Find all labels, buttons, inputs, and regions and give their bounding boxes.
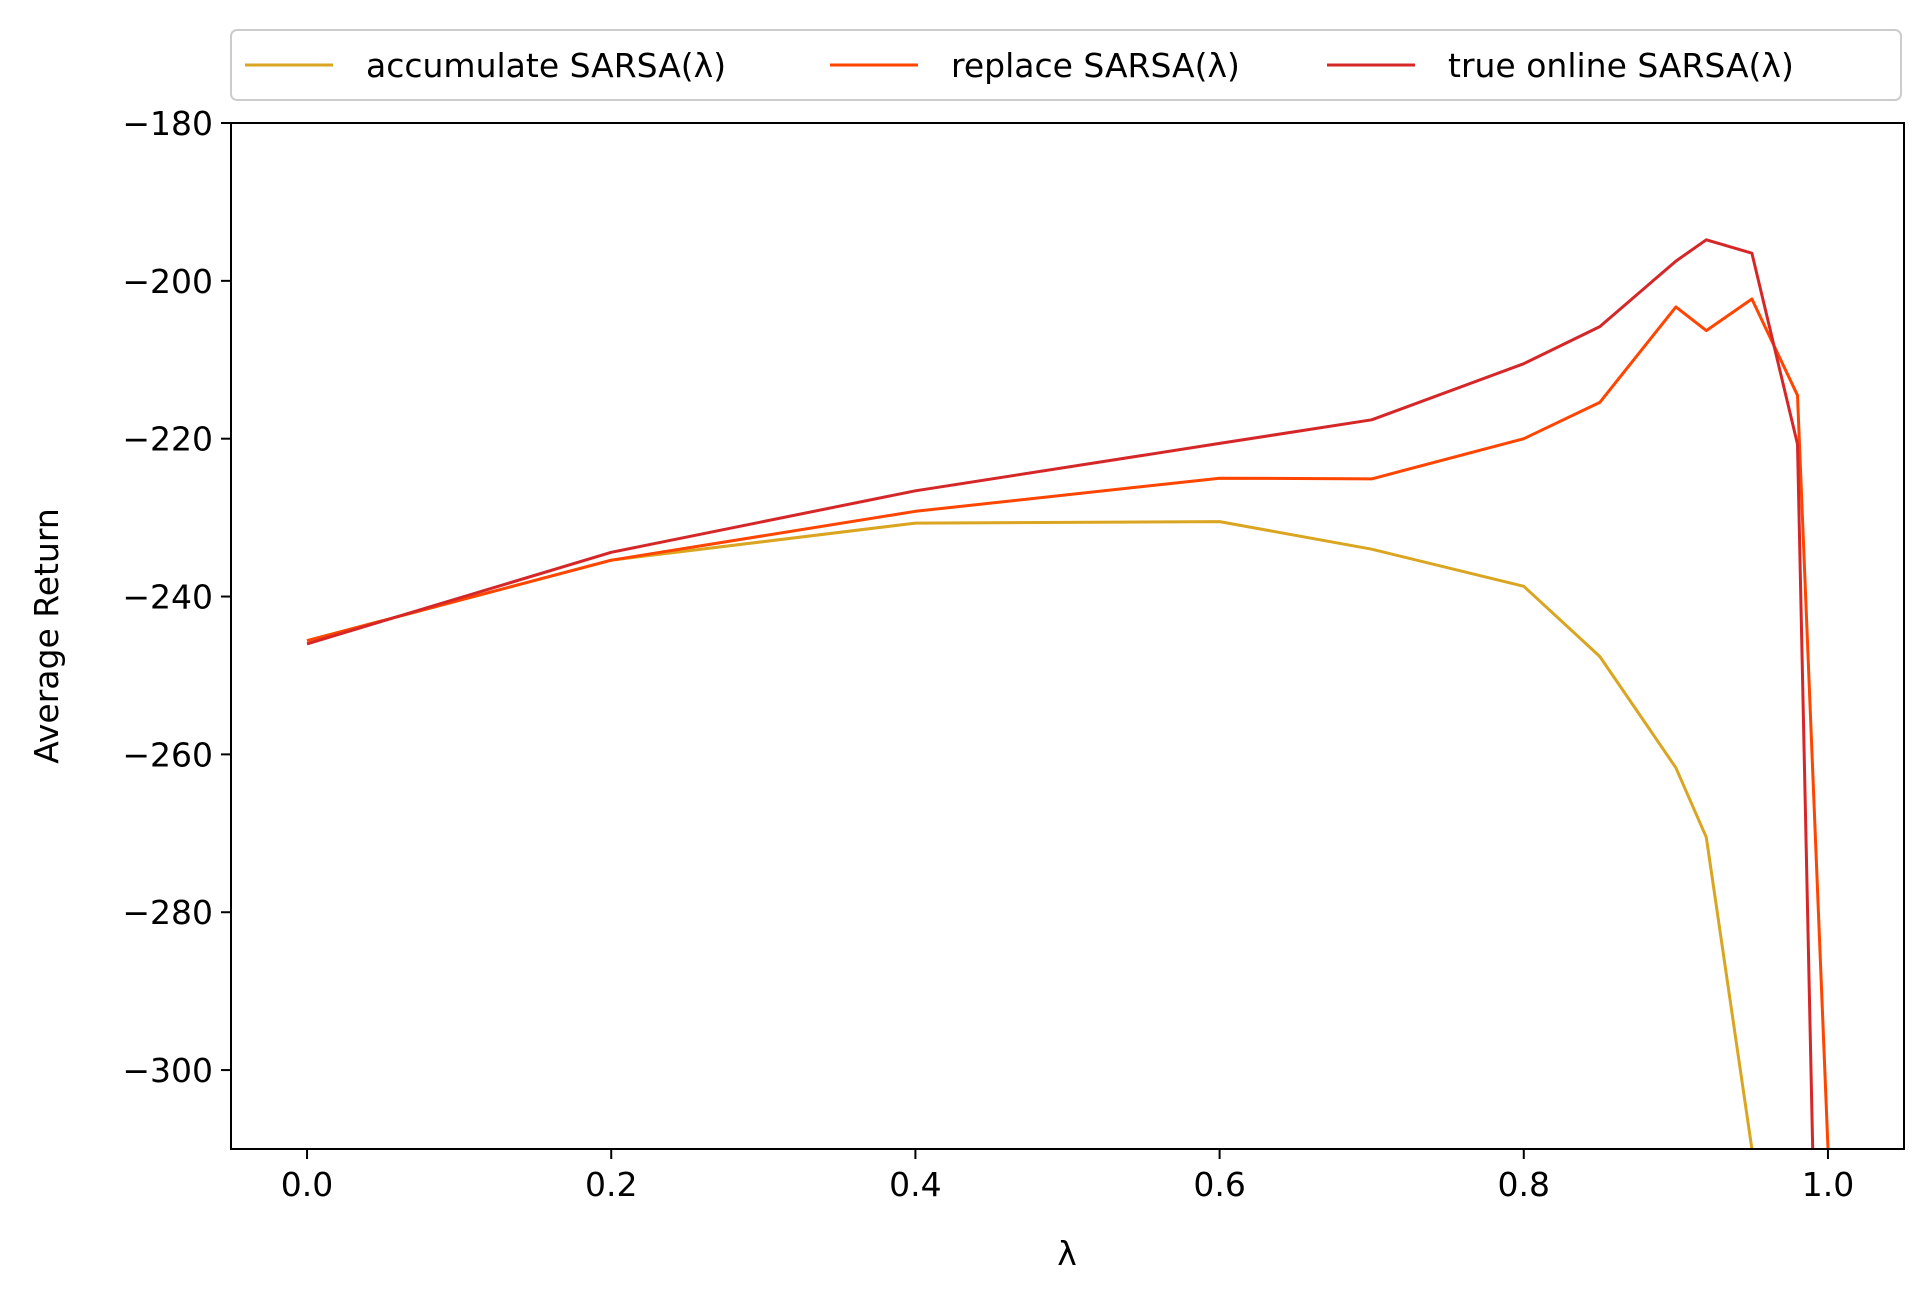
y-axis-label: Average Return [27,508,66,764]
legend-label-3: true online SARSA(λ) [1448,46,1794,85]
y-tick-label: −260 [122,735,213,774]
series-line-2 [306,297,1830,1149]
x-tick-label: 0.0 [281,1165,333,1204]
plot-frame [230,122,1905,1150]
x-tick-label: 0.4 [889,1165,941,1204]
y-tick-label: −180 [122,104,213,143]
y-tick-label: −280 [122,893,213,932]
x-tick-label: 0.6 [1193,1165,1245,1204]
series-layer [306,238,1830,1149]
y-tick-label: −240 [122,578,213,617]
y-axis: −300 −280 −260 −240 −220 −200 −180 [122,104,231,1090]
x-tick-label: 1.0 [1802,1165,1854,1204]
y-tick-label: −200 [122,262,213,301]
x-tick-label: 0.2 [585,1165,637,1204]
legend: accumulate SARSA(λ) replace SARSA(λ) true … [230,29,1902,101]
legend-label-2: replace SARSA(λ) [951,46,1240,85]
y-tick-label: −300 [122,1051,213,1090]
y-tick-label: −220 [122,420,213,459]
series-line-3 [306,238,1815,1149]
legend-label-1: accumulate SARSA(λ) [366,46,726,85]
x-axis-label: λ [1057,1234,1077,1273]
x-tick-label: 0.8 [1498,1165,1550,1204]
series-line-1 [306,520,1754,1149]
legend-frame [230,29,1902,101]
x-axis: 0.0 0.2 0.4 0.6 0.8 1.0 [281,1149,1854,1204]
